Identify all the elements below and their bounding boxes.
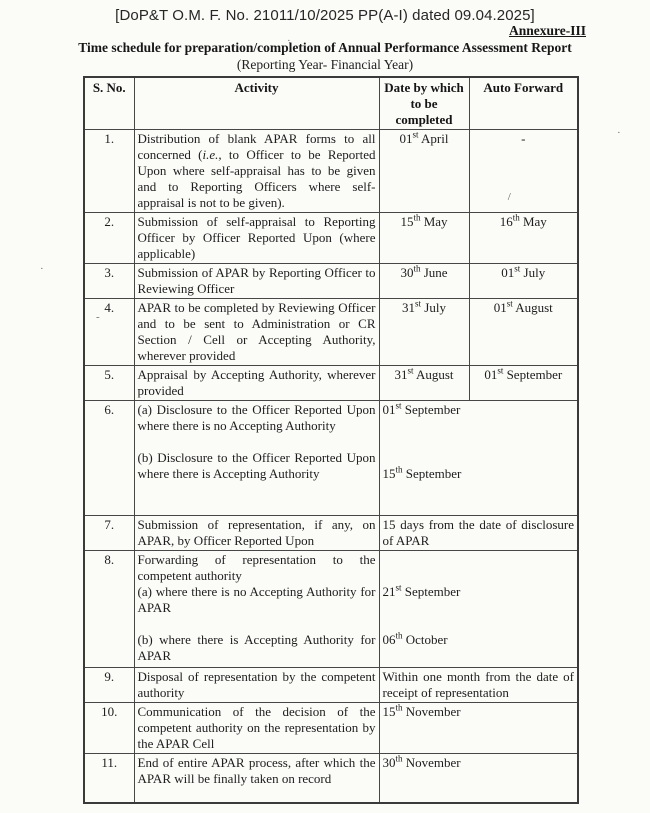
sno-cell: 10. — [83, 702, 135, 754]
activity-cell: APAR to be completed by Reviewing Office… — [133, 298, 380, 366]
sno-cell: 2. — [83, 212, 135, 264]
date-merged-cell: 01st September 15th September — [378, 400, 579, 516]
table-row: 5. Appraisal by Accepting Authority, wher… — [83, 365, 579, 401]
auto-forward-cell: 16th May — [468, 212, 579, 264]
auto-forward-cell: 01st July — [468, 263, 579, 299]
sno-cell: 9. — [83, 667, 135, 703]
auto-forward-cell: 01st August — [468, 298, 579, 366]
table-row: 11. End of entire APAR process, after whi… — [83, 753, 579, 803]
sno-cell: 8. — [83, 550, 135, 668]
sno-cell: 4. — [83, 298, 135, 366]
table-header-row: S. No. Activity Date by which to be comp… — [83, 76, 579, 130]
sno-cell: 1. — [83, 129, 135, 213]
activity-cell: Distribution of blank APAR forms to all … — [133, 129, 380, 213]
date-cell: 01st April — [378, 129, 470, 213]
date-merged-cell: 15th November — [378, 702, 579, 754]
table-row: 4. APAR to be completed by Reviewing Offi… — [83, 298, 579, 366]
table-body: 1. Distribution of blank APAR forms to al… — [83, 129, 579, 803]
header-activity: Activity — [133, 76, 380, 130]
page-subtitle: (Reporting Year- Financial Year) — [236, 57, 414, 72]
date-merged-cell: 15 days from the date of disclosure of A… — [378, 515, 579, 551]
activity-cell: Disposal of representation by the compet… — [133, 667, 380, 703]
date-cell: 31st July — [378, 298, 470, 366]
activity-cell: End of entire APAR process, after which … — [133, 753, 380, 803]
date-merged-cell: 21st September 06th October — [378, 550, 579, 668]
table-row: 3. Submission of APAR by Reporting Office… — [83, 263, 579, 299]
table-row: 6. (a) Disclosure to the Officer Reported… — [83, 400, 579, 516]
sno-cell: 3. — [83, 263, 135, 299]
date-cell: 30th June — [378, 263, 470, 299]
table-row: 2. Submission of self-appraisal to Report… — [83, 212, 579, 264]
activity-cell: Submission of APAR by Reporting Officer … — [133, 263, 380, 299]
auto-forward-cell: - / — [468, 129, 579, 213]
sno-cell: 7. — [83, 515, 135, 551]
date-cell: 15th May — [378, 212, 470, 264]
table-row: 9. Disposal of representation by the comp… — [83, 667, 579, 703]
activity-cell: Submission of representation, if any, on… — [133, 515, 380, 551]
table-row: 1. Distribution of blank APAR forms to al… — [83, 129, 579, 213]
date-cell: 31st August — [378, 365, 470, 401]
apar-schedule-table: S. No. Activity Date by which to be comp… — [83, 76, 579, 804]
header-date: Date by which to be completed — [378, 76, 470, 130]
sno-cell: 6. — [83, 400, 135, 516]
scan-artifact: · — [40, 263, 44, 275]
scan-artifact: · — [617, 127, 621, 139]
sno-cell: 11. — [83, 753, 135, 803]
page-title: Time schedule for preparation/completion… — [78, 40, 572, 55]
activity-cell: Forwarding of representation to the comp… — [133, 550, 380, 668]
activity-cell: Appraisal by Accepting Authority, wherev… — [133, 365, 380, 401]
header-auto-forward: Auto Forward — [468, 76, 579, 130]
table-row: 7. Submission of representation, if any, … — [83, 515, 579, 551]
auto-forward-cell: 01st September — [468, 365, 579, 401]
date-merged-cell: Within one month from the date of receip… — [378, 667, 579, 703]
activity-cell: Submission of self-appraisal to Reportin… — [133, 212, 380, 264]
activity-cell: Communication of the decision of the com… — [133, 702, 380, 754]
sno-cell: 5. — [83, 365, 135, 401]
activity-cell: (a) Disclosure to the Officer Reported U… — [133, 400, 380, 516]
header-sno: S. No. — [83, 76, 135, 130]
om-reference-line: [DoP&T O.M. F. No. 21011/10/2025 PP(A-I)… — [115, 7, 535, 24]
table-row: 10. Communication of the decision of the … — [83, 702, 579, 754]
table-row: 8. Forwarding of representation to the co… — [83, 550, 579, 668]
annexure-label: Annexure-III — [508, 23, 586, 38]
date-merged-cell: 30th November — [378, 753, 579, 803]
